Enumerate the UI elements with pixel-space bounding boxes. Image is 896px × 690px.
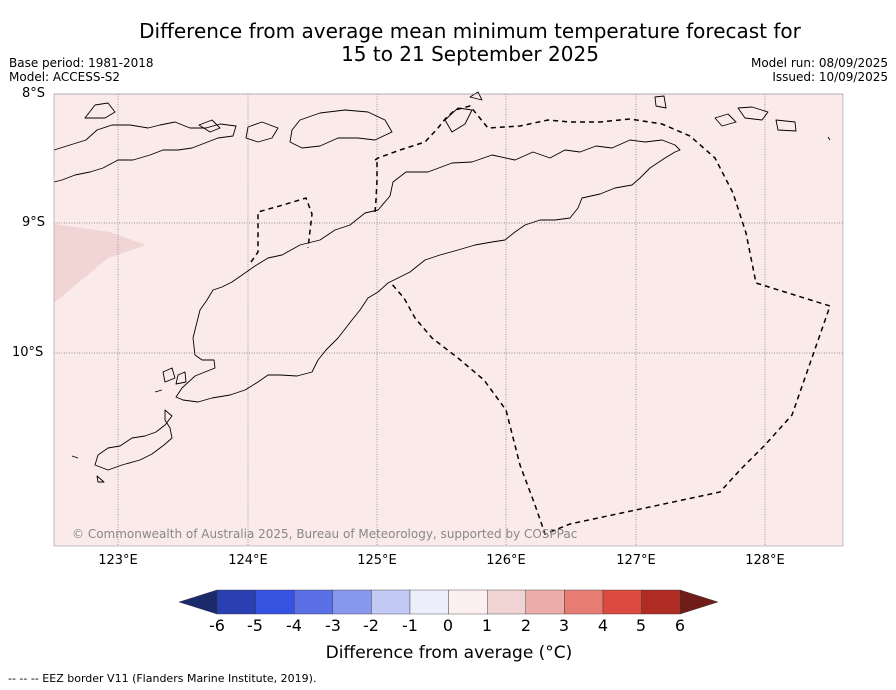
title-line-1: Difference from average mean minimum tem… [139,19,801,43]
anomaly-patch [54,224,146,303]
colorbar-swatch [525,589,565,615]
colorbar-swatch [448,589,488,615]
colorbar-swatch [255,589,295,615]
colorbar-swatch [409,589,449,615]
colorbar-tick: 4 [597,616,609,635]
eez-border [250,105,831,535]
colorbar-swatch [641,589,681,615]
eez-west-edge [374,160,378,213]
eez-footnote: -- -- -- EEZ border V11 (Flanders Marine… [8,672,317,685]
colorbar-extend-high [680,589,719,615]
colorbar-tick: -3 [325,616,341,635]
meta-left: Base period: 1981-2018 Model: ACCESS-S2 [9,56,154,84]
coast-alor-pantar [245,109,393,149]
colorbar-swatch [216,589,256,615]
colorbar-tick: -5 [247,616,263,635]
coast-rote [154,367,187,393]
copyright-notice: © Commonwealth of Australia 2025, Bureau… [72,527,578,541]
lon-label-128e: 128°E [745,553,785,568]
coast-atauro [444,91,483,133]
eez-oecusse [250,197,313,263]
colorbar-swatch [487,589,527,615]
coastlines [53,91,831,483]
colorbar-swatches [178,589,719,615]
colorbar-tick: 6 [674,616,686,635]
meta-right: Model run: 08/09/2025 Issued: 10/09/2025 [751,56,888,84]
colorbar-tick: 0 [442,616,454,635]
colorbar-swatch [564,589,604,615]
lon-label-126e: 126°E [486,553,526,568]
issued-date: Issued: 10/09/2025 [772,70,888,84]
colorbar-swatch [294,589,334,615]
chart-title: Difference from average mean minimum tem… [0,20,896,66]
lon-label-123e: 123°E [98,553,138,568]
colorbar-tick: 1 [481,616,493,635]
eez-timor-leste-north [374,105,831,535]
colorbar-swatch [332,589,372,615]
colorbar-tick: -6 [209,616,225,635]
colorbar-tick: 3 [558,616,570,635]
coast-wetar-east [654,95,831,141]
colorbar-tick: 2 [520,616,532,635]
coast-sawu [71,409,173,483]
lat-label-9s: 9°S [22,215,46,230]
title-line-2: 15 to 21 September 2025 [341,42,599,66]
map-background [54,94,843,546]
colorbar-label: Difference from average (°C) [325,643,573,663]
colorbar-swatch [371,589,411,615]
colorbar-tick: -1 [402,616,418,635]
colorbar-extend-low [178,589,218,615]
lon-label-127e: 127°E [616,553,656,568]
lat-label-10s: 10°S [12,345,44,360]
base-period: Base period: 1981-2018 [9,56,154,70]
colorbar-tick: -2 [363,616,379,635]
model-run: Model run: 08/09/2025 [750,56,888,70]
lon-label-125e: 125°E [357,553,397,568]
colorbar-tick: -4 [286,616,302,635]
coast-flores-east [53,121,237,183]
map-frame [53,93,844,547]
model-name: Model: ACCESS-S2 [9,70,121,84]
lat-label-8s: 8°S [22,86,46,101]
colorbar-tick: 5 [635,616,647,635]
coast-flores-north [84,102,221,133]
colorbar-swatch [602,589,642,615]
lon-label-124e: 124°E [228,553,268,568]
coast-timor [175,139,681,403]
